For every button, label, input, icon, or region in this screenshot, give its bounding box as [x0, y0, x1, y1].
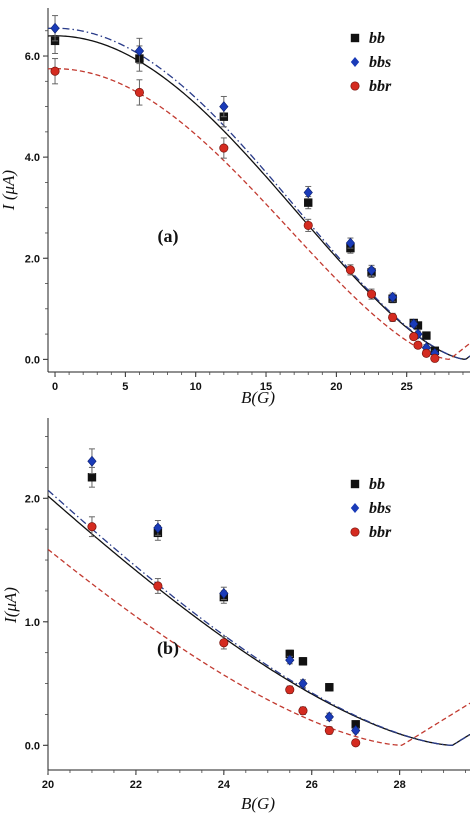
- x-axis-title: B(G): [241, 794, 275, 813]
- point-bb: [422, 331, 431, 340]
- point-bbs: [303, 187, 313, 198]
- point-bb: [285, 649, 294, 659]
- x-tick-label: 26: [306, 779, 318, 791]
- legend-marker-bbr: [350, 81, 360, 91]
- x-tick-label: 20: [42, 779, 54, 791]
- point-bbr: [87, 522, 97, 532]
- point-bbr: [421, 348, 431, 358]
- point-bbs: [219, 101, 229, 113]
- point-bbr: [219, 638, 229, 648]
- legend-label-bbr: bbr: [369, 78, 392, 95]
- x-tick-label: 0: [52, 381, 58, 393]
- y-tick-label: 4.0: [25, 152, 40, 164]
- x-tick-label: 20: [330, 381, 342, 393]
- point-bbr: [366, 289, 377, 299]
- legend-label-bbr: bbr: [369, 524, 392, 541]
- y-tick-label: 6.0: [25, 51, 40, 63]
- fit-curve-bb: [48, 35, 470, 360]
- point-bb: [413, 321, 423, 330]
- chart-panel-0: 0 5 10 15 20 25 0.0 2.0 4.0 6.0 B(G) I (μA) (a) bb bbs…: [0, 8, 470, 407]
- legend-marker-bb: [350, 479, 360, 489]
- point-bb: [351, 720, 360, 729]
- point-bbr: [345, 265, 355, 275]
- legend-marker-bbs: [350, 503, 360, 513]
- y-tick-label: 0.0: [25, 354, 40, 366]
- fit-curve-bbr: [48, 548, 470, 746]
- legend-label-bbs: bbs: [369, 500, 391, 517]
- legend-label-bb: bb: [369, 476, 385, 493]
- point-bbs: [324, 711, 334, 723]
- point-bbs: [87, 455, 97, 467]
- point-bbr: [324, 725, 334, 736]
- panel-label: (a): [158, 226, 179, 247]
- point-bbs: [219, 587, 229, 599]
- y-tick-label: 2.0: [25, 253, 40, 265]
- legend-marker-bbs: [350, 57, 360, 67]
- point-bbs: [134, 45, 145, 57]
- point-bbr: [351, 738, 361, 748]
- point-bbr: [219, 143, 229, 153]
- point-bb: [325, 683, 334, 692]
- point-bbr: [409, 332, 419, 342]
- point-bbs: [50, 22, 60, 34]
- point-bbs: [298, 678, 308, 690]
- point-bbs: [388, 291, 398, 303]
- fit-curve-bb: [48, 495, 470, 746]
- x-axis-title: B(G): [241, 388, 275, 407]
- legend-label-bbs: bbs: [369, 54, 391, 71]
- panel-label: (b): [157, 638, 179, 659]
- x-tick-label: 24: [218, 779, 231, 791]
- x-tick-label: 25: [401, 381, 413, 393]
- fit-curve-bbs: [48, 489, 470, 746]
- point-bbr: [285, 685, 295, 695]
- fit-curve-bbs: [48, 27, 470, 360]
- point-bbr: [388, 312, 398, 322]
- point-bbr: [413, 340, 423, 350]
- x-tick-label: 5: [122, 381, 128, 393]
- x-tick-label: 10: [190, 381, 202, 393]
- y-axis-title: I (μA): [0, 170, 18, 211]
- x-tick-label: 28: [394, 779, 406, 791]
- point-bbr: [430, 353, 440, 363]
- y-tick-label: 2.0: [25, 493, 40, 505]
- y-tick-label: 0.0: [25, 740, 40, 752]
- legend-label-bb: bb: [369, 30, 385, 47]
- point-bb: [304, 198, 313, 207]
- point-bbr: [303, 220, 313, 230]
- legend-marker-bb: [350, 33, 360, 43]
- legend-marker-bbr: [350, 527, 360, 537]
- point-bbs: [366, 264, 377, 276]
- point-bbr: [134, 87, 144, 97]
- chart-panel-1: 20 22 24 26 28 0.0 1.0 2.0 B(G) I(μA) (b) bb bbs bbr: [1, 418, 470, 813]
- x-tick-label: 15: [260, 381, 272, 393]
- y-axis-title: I(μA): [1, 587, 20, 624]
- fit-curve-bbr: [48, 68, 470, 360]
- point-bb: [298, 657, 308, 666]
- legend: bb bbs bbr: [350, 476, 392, 541]
- point-bbr: [50, 66, 60, 76]
- y-tick-label: 1.0: [25, 617, 40, 629]
- point-bbs: [153, 522, 163, 534]
- point-bbs: [409, 318, 419, 330]
- point-bbs: [285, 654, 295, 666]
- legend: bb bbs bbr: [350, 30, 392, 95]
- point-bbr: [153, 581, 163, 591]
- point-bb: [87, 473, 97, 482]
- point-bbs: [345, 237, 356, 249]
- x-tick-label: 22: [130, 779, 142, 791]
- point-bbr: [298, 706, 308, 716]
- point-bbs: [351, 725, 361, 736]
